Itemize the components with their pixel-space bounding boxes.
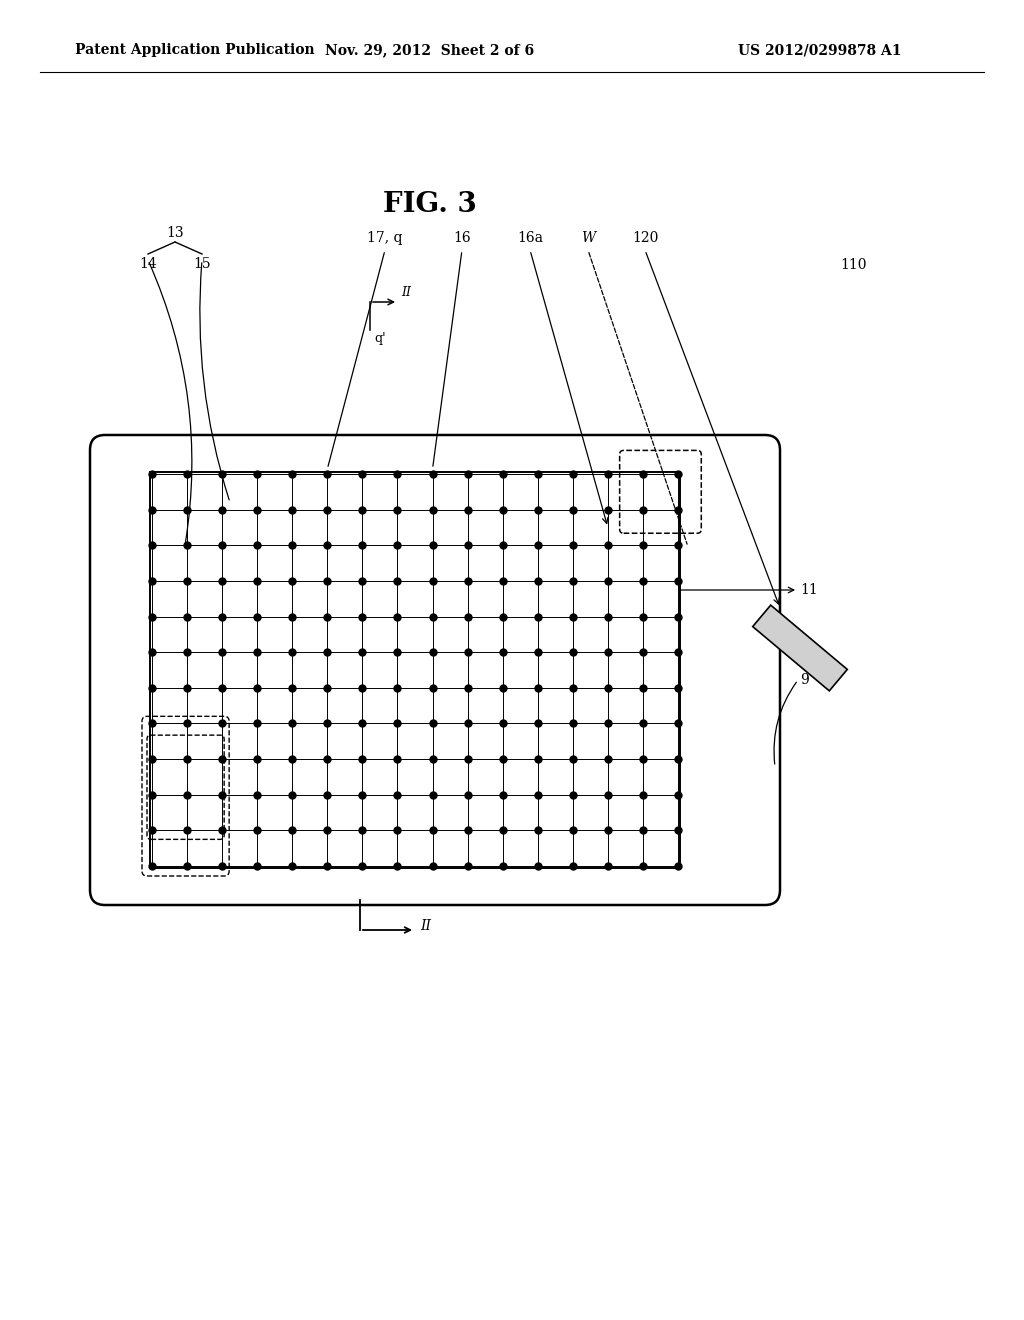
Text: 120: 120 bbox=[632, 231, 658, 246]
Text: 9: 9 bbox=[800, 673, 809, 686]
Text: Nov. 29, 2012  Sheet 2 of 6: Nov. 29, 2012 Sheet 2 of 6 bbox=[326, 44, 535, 57]
Text: 16: 16 bbox=[454, 231, 471, 246]
Text: 17, q: 17, q bbox=[368, 231, 402, 246]
Text: 110: 110 bbox=[840, 257, 866, 272]
Text: II: II bbox=[420, 919, 431, 933]
Text: Patent Application Publication: Patent Application Publication bbox=[75, 44, 314, 57]
Bar bbox=[150, 473, 680, 869]
FancyBboxPatch shape bbox=[90, 436, 780, 906]
Polygon shape bbox=[753, 605, 847, 690]
Text: 14: 14 bbox=[139, 257, 157, 271]
Text: 15: 15 bbox=[194, 257, 211, 271]
Text: II: II bbox=[401, 286, 411, 300]
Text: q': q' bbox=[374, 333, 386, 345]
Text: US 2012/0299878 A1: US 2012/0299878 A1 bbox=[738, 44, 902, 57]
Text: 13: 13 bbox=[166, 226, 184, 240]
Text: 11: 11 bbox=[800, 583, 818, 597]
Text: 16a: 16a bbox=[517, 231, 543, 246]
Text: FIG. 3: FIG. 3 bbox=[383, 191, 477, 219]
Text: W: W bbox=[581, 231, 595, 246]
